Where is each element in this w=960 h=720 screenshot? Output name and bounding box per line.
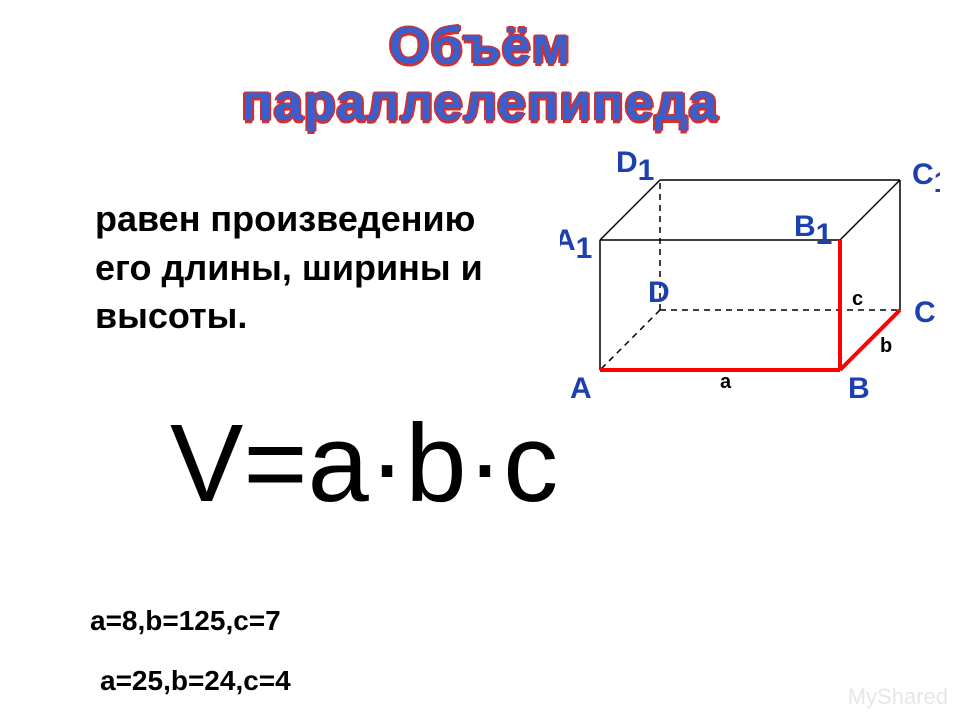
vertex-label-B: B bbox=[848, 372, 870, 405]
title-line-2: параллелепипеда bbox=[0, 75, 960, 132]
cube-edge bbox=[600, 180, 660, 240]
cube-edge bbox=[840, 180, 900, 240]
volume-formula: V=a·b·c bbox=[170, 400, 558, 527]
example-1: a=8,b=125,c=7 bbox=[90, 605, 281, 637]
vertex-label-C1: C1 bbox=[912, 158, 940, 199]
watermark: MyShared bbox=[848, 684, 948, 710]
dim-label-c: c bbox=[852, 288, 863, 310]
cube-edge bbox=[600, 310, 660, 370]
title-block: Объём параллелепипеда bbox=[0, 0, 960, 132]
parallelepiped-diagram: A B C D A1 B1 C1 D1 a b c bbox=[560, 130, 940, 410]
vertex-label-D: D bbox=[648, 276, 670, 309]
vertex-label-B1: B1 bbox=[794, 210, 832, 251]
body-text: равен произведению его длины, ширины и в… bbox=[95, 195, 535, 341]
vertex-label-A1: A1 bbox=[560, 224, 592, 265]
dim-label-b: b bbox=[880, 335, 892, 357]
title-line-1: Объём bbox=[0, 18, 960, 75]
vertex-label-A: A bbox=[570, 372, 592, 405]
example-2: a=25,b=24,c=4 bbox=[100, 665, 291, 697]
vertex-label-C: C bbox=[914, 296, 936, 329]
dim-label-a: a bbox=[720, 371, 732, 393]
vertex-label-D1: D1 bbox=[616, 146, 654, 187]
